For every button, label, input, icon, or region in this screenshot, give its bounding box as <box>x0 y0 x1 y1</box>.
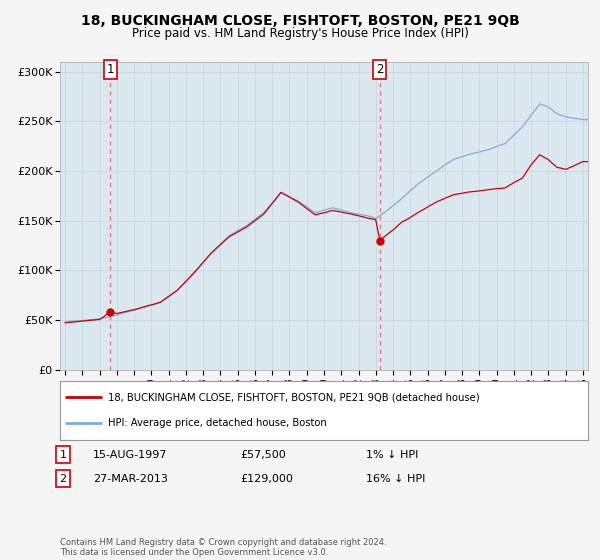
Text: Contains HM Land Registry data © Crown copyright and database right 2024.
This d: Contains HM Land Registry data © Crown c… <box>60 538 386 557</box>
Text: 18, BUCKINGHAM CLOSE, FISHTOFT, BOSTON, PE21 9QB (detached house): 18, BUCKINGHAM CLOSE, FISHTOFT, BOSTON, … <box>107 392 479 402</box>
Text: 15-AUG-1997: 15-AUG-1997 <box>93 450 167 460</box>
Text: Price paid vs. HM Land Registry's House Price Index (HPI): Price paid vs. HM Land Registry's House … <box>131 27 469 40</box>
Text: 18, BUCKINGHAM CLOSE, FISHTOFT, BOSTON, PE21 9QB: 18, BUCKINGHAM CLOSE, FISHTOFT, BOSTON, … <box>80 14 520 28</box>
Text: £129,000: £129,000 <box>240 474 293 484</box>
Text: 1: 1 <box>107 63 114 76</box>
Text: 27-MAR-2013: 27-MAR-2013 <box>93 474 168 484</box>
Text: 1% ↓ HPI: 1% ↓ HPI <box>366 450 418 460</box>
Text: 2: 2 <box>59 474 67 484</box>
Text: HPI: Average price, detached house, Boston: HPI: Average price, detached house, Bost… <box>107 418 326 428</box>
Text: 16% ↓ HPI: 16% ↓ HPI <box>366 474 425 484</box>
Text: 2: 2 <box>376 63 383 76</box>
Text: £57,500: £57,500 <box>240 450 286 460</box>
Text: 1: 1 <box>59 450 67 460</box>
